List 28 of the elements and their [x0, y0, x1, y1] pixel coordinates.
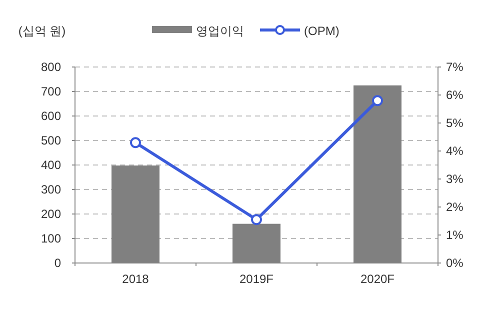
y-tick-label: 800 [40, 60, 62, 74]
y2-tick-label: 5% [446, 116, 464, 130]
point [130, 137, 141, 148]
point [251, 214, 262, 226]
y2-tick-label: 4% [446, 144, 464, 158]
y2-tick-label: 0% [446, 256, 464, 270]
legend-label: 영업이익 [196, 24, 244, 38]
x-tick-label: 2018 [122, 272, 150, 286]
legend-item: (OPM) [260, 24, 340, 38]
y2-tick-label: 2% [446, 200, 464, 214]
y-tick-label: 300 [40, 182, 62, 196]
point [372, 95, 383, 106]
legend-item: 영업이익 [152, 24, 244, 38]
x-tick-label: 2019F [239, 272, 274, 286]
y-tick-label: 500 [40, 134, 62, 148]
y2-tick-label: 3% [446, 172, 464, 186]
y-tick-label: 200 [40, 207, 62, 221]
y-axis-title: (십억 원) [18, 24, 66, 38]
y-tick-label: 100 [40, 232, 62, 246]
y-tick-label: 400 [40, 158, 62, 172]
x-tick-label: 2020F [360, 272, 395, 286]
y2-tick-label: 1% [446, 228, 464, 242]
y-tick-label: 600 [40, 109, 62, 123]
y-tick-label: 700 [40, 84, 62, 98]
legend-label: (OPM) [304, 24, 340, 38]
y2-tick-label: 6% [446, 88, 464, 102]
y2-tick-label: 7% [446, 60, 464, 74]
y-tick-label: 0 [54, 256, 62, 270]
